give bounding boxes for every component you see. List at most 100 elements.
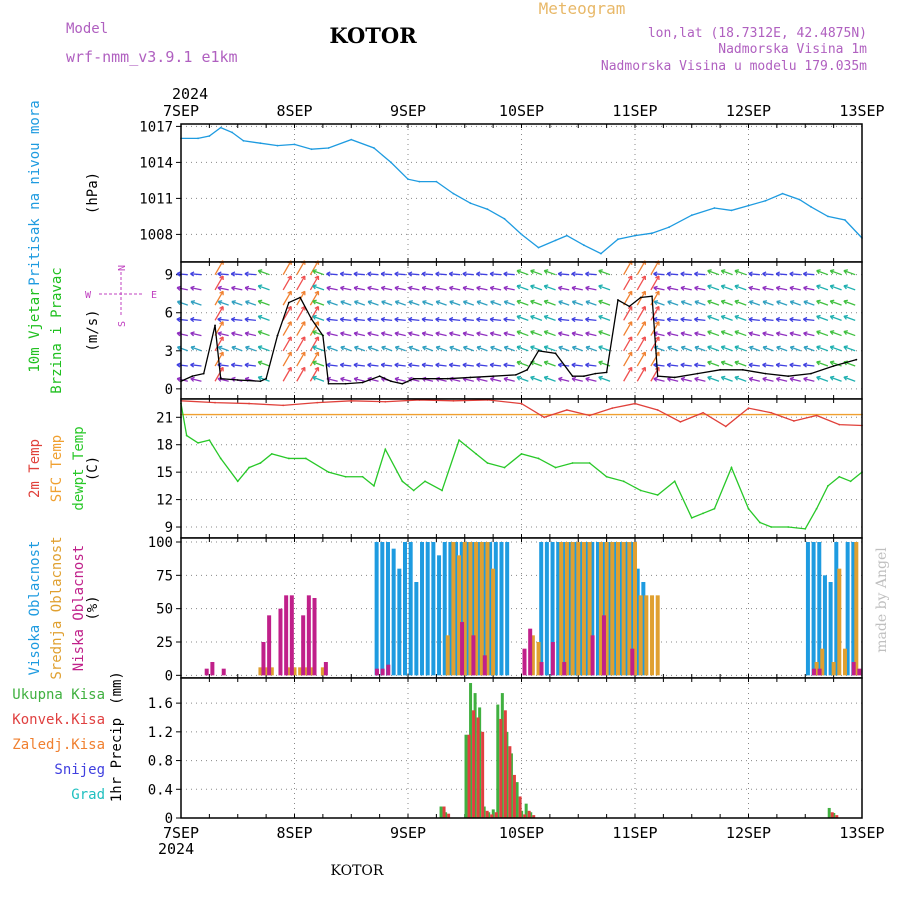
wind-arrow-head [543, 376, 548, 381]
wind-arrow [231, 286, 243, 291]
dewpt-point [208, 439, 211, 442]
wind-arrow [721, 315, 733, 321]
compass-west-label: W [85, 290, 92, 301]
y-tick-label: 9 [165, 520, 173, 536]
dewpt-point [747, 507, 750, 510]
wind-arrow-head [326, 287, 331, 291]
wind-arrow-head [543, 285, 548, 290]
y-tick-label: 1011 [139, 191, 173, 207]
y-tick-label: 1.2 [148, 725, 173, 741]
wind-arrow-head [230, 318, 235, 323]
dewpt-point [673, 480, 676, 483]
top-time-axis: 7SEP 8SEP 9SEP 10SEP 11SEP 12SEP 13SEP [163, 102, 885, 120]
high-bar [488, 542, 493, 676]
wind-arrow-head [503, 273, 508, 277]
wind-arrow [218, 346, 229, 352]
mid-bar [468, 542, 473, 676]
wind-arrow-head [435, 287, 440, 291]
wind-arrow-head [667, 346, 671, 351]
dewpt-point [554, 466, 557, 469]
temp2m-point [793, 420, 795, 422]
wind-arrow-head [707, 346, 711, 351]
wind-arrow-head [571, 364, 576, 368]
wind-arrow-head [408, 318, 412, 323]
wind-arrow [667, 332, 679, 337]
wind-arrow-head [516, 300, 521, 305]
wind-arrow [623, 290, 633, 306]
wind-arrow-head [476, 346, 481, 351]
total-bar [529, 812, 533, 818]
wind-arrow [667, 346, 679, 352]
wind-arrow-head [843, 285, 847, 290]
bottom-tick-label: 13SEP [839, 824, 884, 842]
wind-arrow-head [367, 318, 372, 323]
mid-bar [564, 542, 569, 676]
wind-arrow-head [435, 318, 440, 323]
total-bar [520, 810, 524, 818]
wind-arrow-head [762, 378, 767, 382]
wind_speed-point [219, 377, 222, 380]
wind-arrow-head [641, 275, 646, 279]
wind-arrow [381, 346, 393, 352]
high-bar [471, 542, 476, 676]
wind-arrow-head [353, 364, 358, 368]
wind-arrow-head [448, 364, 453, 368]
precip-legend-item: Zaledj.Kisa [12, 737, 105, 753]
wind-arrow-head [353, 332, 358, 337]
dewpt-point [571, 462, 574, 464]
wind-arrow [476, 377, 488, 382]
wind-arrow [449, 273, 461, 276]
wind-arrow-head [666, 273, 671, 277]
dewpt-point [758, 521, 761, 524]
wind-arrow-head [244, 318, 249, 323]
wind-arrow-head [762, 364, 767, 368]
wind-arrow [190, 318, 202, 321]
wind-arrow [476, 273, 488, 276]
wind-arrow [309, 260, 319, 276]
wind-arrow [217, 332, 229, 337]
wind-arrow [789, 332, 801, 337]
wind-arrow-head [190, 273, 195, 277]
wind-arrow-head [829, 270, 834, 275]
wind-arrow [408, 377, 420, 382]
wind-arrow-head [380, 332, 385, 337]
wind-arrow [762, 318, 774, 321]
y-tick-label: 50 [156, 602, 173, 618]
wind-arrow [435, 332, 447, 337]
wind-arrow [585, 377, 597, 382]
mid-bar [655, 595, 660, 676]
conv-bar [527, 810, 531, 818]
wind-arrow-head [490, 346, 494, 351]
wind-arrow-head [585, 364, 590, 368]
mid-bar [644, 595, 649, 676]
mid-bar [650, 595, 655, 676]
high-bar [493, 542, 498, 676]
wind-arrow [530, 376, 543, 382]
wind-arrow-head [680, 301, 685, 306]
wind-arrow [436, 346, 447, 352]
wind-arrow-head [598, 315, 602, 320]
wind-arrow [636, 290, 646, 306]
wind-arrow [530, 300, 543, 306]
wind-arrow [789, 273, 801, 276]
wind-arrow [544, 361, 556, 367]
wind-arrow [843, 330, 856, 337]
wind-arrow [516, 315, 529, 321]
wind-arrow [258, 361, 270, 367]
wind-arrow-head [655, 336, 660, 340]
wind-arrow-head [775, 364, 780, 368]
wind-arrow [623, 321, 633, 336]
conv-bar [476, 717, 480, 818]
wind-arrow [585, 300, 597, 306]
temperature-unit-label: (C) [85, 456, 101, 481]
total-bar [505, 731, 509, 818]
wind-arrow-head [422, 346, 426, 351]
wind-arrow-head [380, 273, 385, 277]
wind-arrow-head [300, 290, 306, 294]
wind-arrow-head [789, 364, 794, 368]
wind-arrow [340, 273, 352, 276]
total-bar [473, 693, 477, 818]
wind-arrow-head [353, 318, 358, 323]
wind-arrow [340, 346, 352, 352]
wind-arrow-head [353, 301, 358, 306]
